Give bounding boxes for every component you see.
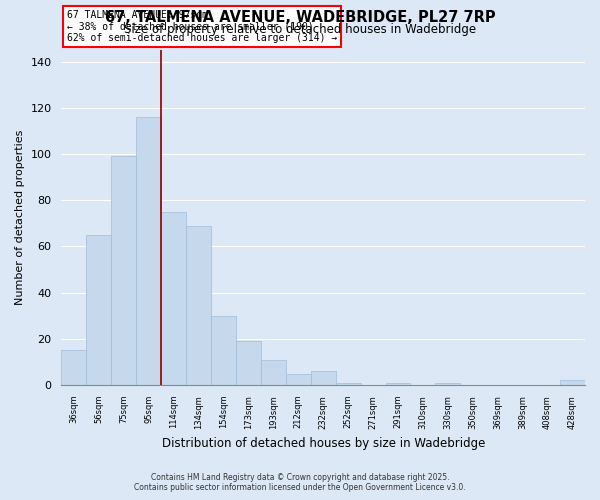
- X-axis label: Distribution of detached houses by size in Wadebridge: Distribution of detached houses by size …: [161, 437, 485, 450]
- Bar: [335, 383, 361, 385]
- Bar: [261, 360, 286, 385]
- Bar: [161, 212, 186, 385]
- Bar: [386, 383, 410, 385]
- Y-axis label: Number of detached properties: Number of detached properties: [15, 130, 25, 305]
- Bar: [136, 117, 161, 385]
- Bar: [111, 156, 136, 385]
- Bar: [236, 341, 261, 385]
- Bar: [560, 380, 585, 385]
- Bar: [286, 374, 311, 385]
- Text: Size of property relative to detached houses in Wadebridge: Size of property relative to detached ho…: [124, 22, 476, 36]
- Text: 67, TALMENA AVENUE, WADEBRIDGE, PL27 7RP: 67, TALMENA AVENUE, WADEBRIDGE, PL27 7RP: [104, 10, 496, 25]
- Text: 67 TALMENA AVENUE: 97sqm
← 38% of detached houses are smaller (190)
62% of semi-: 67 TALMENA AVENUE: 97sqm ← 38% of detach…: [67, 10, 337, 43]
- Bar: [436, 383, 460, 385]
- Bar: [86, 235, 111, 385]
- Bar: [186, 226, 211, 385]
- Bar: [61, 350, 86, 385]
- Bar: [211, 316, 236, 385]
- Text: Contains HM Land Registry data © Crown copyright and database right 2025.
Contai: Contains HM Land Registry data © Crown c…: [134, 473, 466, 492]
- Bar: [311, 371, 335, 385]
